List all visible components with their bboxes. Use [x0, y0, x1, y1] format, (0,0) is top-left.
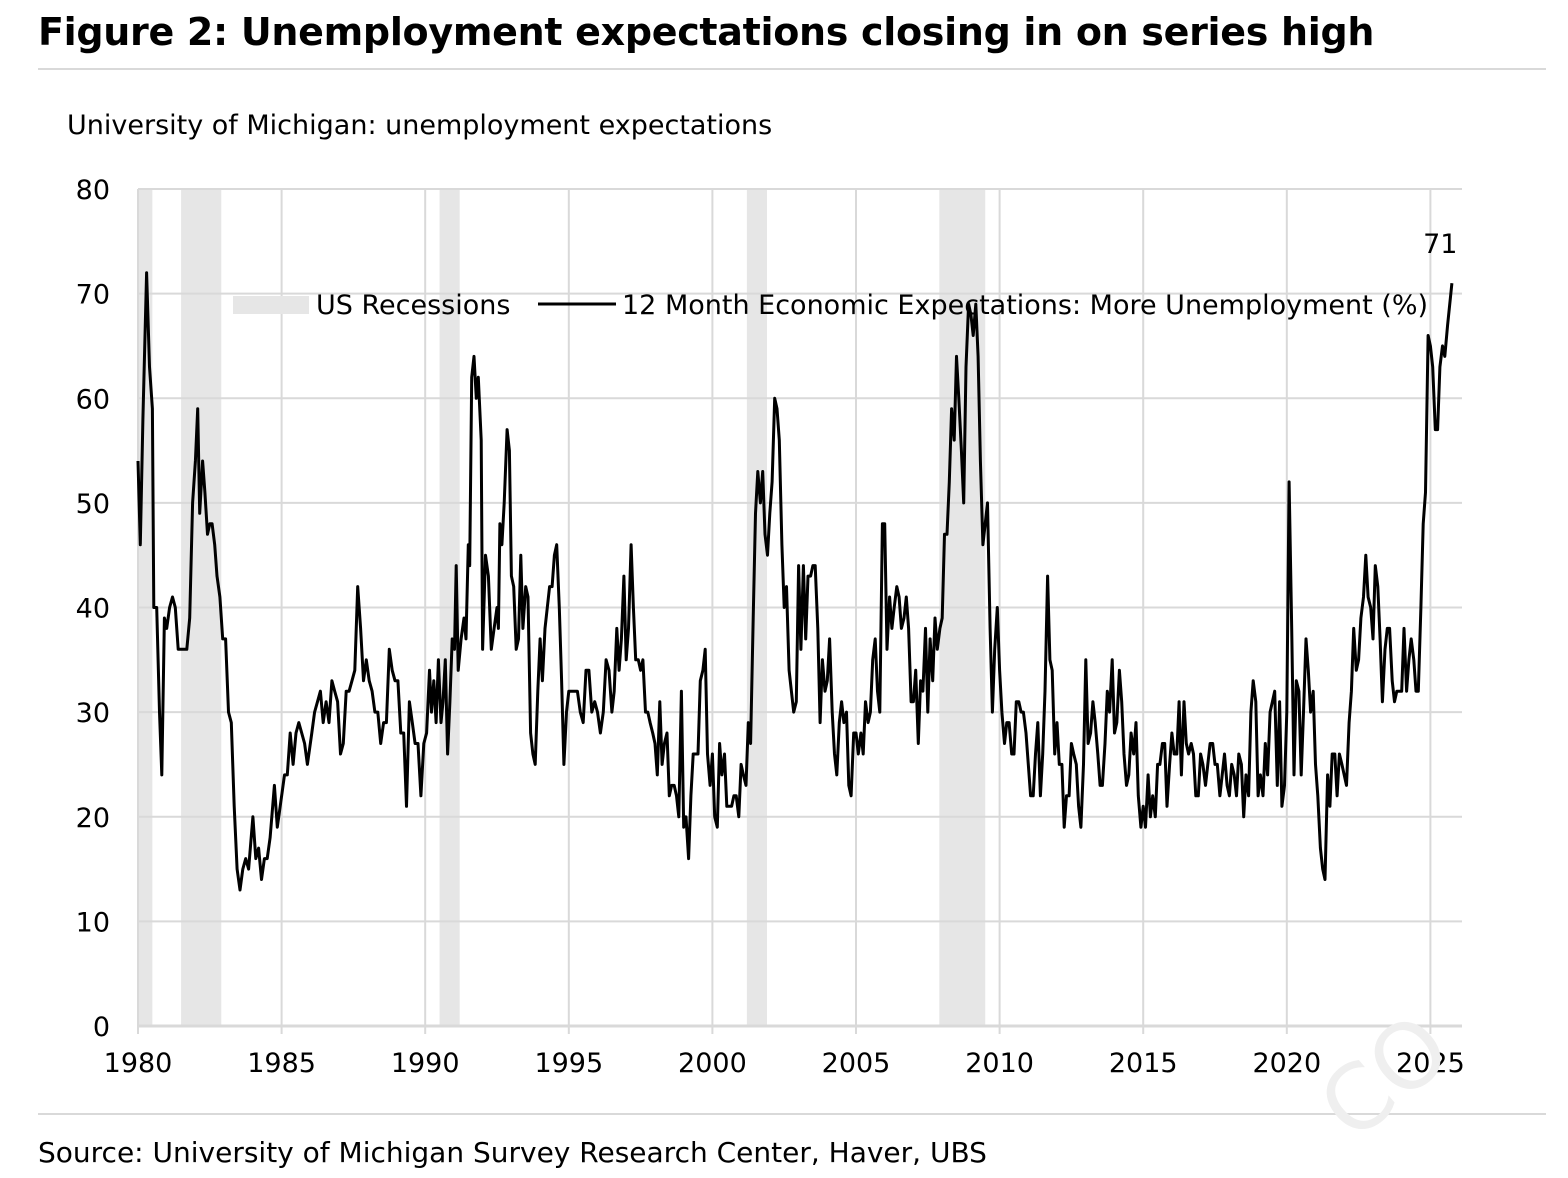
series-line	[136, 271, 1454, 892]
chart-canvas: 0 10 20 30 40 50 60 70 80 1980 1985 1990 1995 2000 200…	[76, 175, 1465, 1079]
source-note: Source: University of Michigan Survey Re…	[38, 1136, 987, 1169]
axes: 0 10 20 30 40 50 60 70 80 1980 1985 1990 1995 2000 200…	[76, 175, 1465, 1079]
y-tick-label: 40	[76, 594, 110, 625]
y-tick-label: 70	[76, 280, 110, 311]
x-tick-label: 2000	[678, 1048, 747, 1079]
legend-series-label: 12 Month Economic Expectations: More Une…	[622, 290, 1428, 321]
x-tick-label: 1980	[104, 1048, 173, 1079]
chart-subtitle: University of Michigan: unemployment exp…	[67, 110, 773, 141]
gridlines	[138, 188, 1462, 1026]
figure-title: Figure 2: Unemployment expectations clos…	[38, 10, 1375, 54]
legend: US Recessions 12 Month Economic Expectat…	[233, 290, 1428, 321]
legend-recession-label: US Recessions	[316, 290, 510, 321]
y-tick-label: 50	[76, 489, 110, 520]
legend-recession-swatch	[233, 296, 309, 314]
title-divider	[38, 68, 1546, 70]
series-layer	[136, 271, 1454, 892]
x-tick-label: 2010	[965, 1048, 1034, 1079]
x-tick-label: 2015	[1109, 1048, 1178, 1079]
source-divider	[38, 1113, 1546, 1115]
x-tick-label: 2025	[1396, 1048, 1465, 1079]
y-tick-label: 80	[76, 175, 110, 206]
x-tick-label: 1995	[534, 1048, 603, 1079]
y-tick-label: 60	[76, 384, 110, 415]
x-tick-label: 1990	[391, 1048, 460, 1079]
y-tick-label: 30	[76, 698, 110, 729]
x-tick-label: 2020	[1252, 1048, 1321, 1079]
y-tick-label: 10	[76, 907, 110, 938]
latest-value-annotation: 71	[1423, 229, 1457, 260]
y-tick-label: 0	[93, 1012, 110, 1043]
x-tick-label: 1985	[247, 1048, 316, 1079]
y-tick-label: 20	[76, 803, 110, 834]
x-tick-label: 2005	[822, 1048, 891, 1079]
